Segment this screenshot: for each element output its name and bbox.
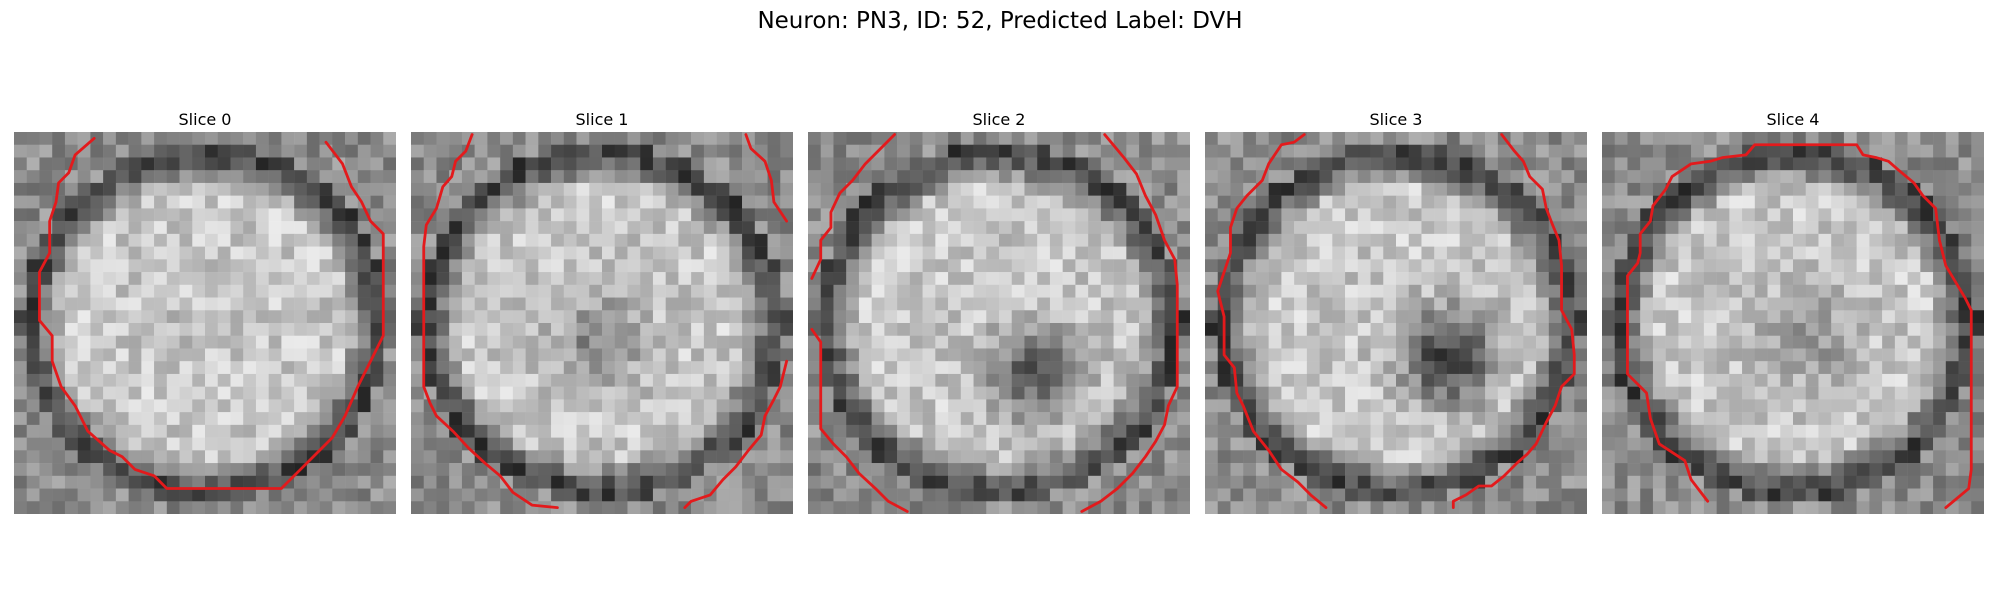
panel-slice-2: Slice 2 xyxy=(808,108,1190,514)
slice-image xyxy=(411,132,793,514)
panel-title: Slice 1 xyxy=(575,110,629,129)
panel-slice-4: Slice 4 xyxy=(1602,108,1984,514)
contour-line xyxy=(38,136,385,490)
panel-slice-1: Slice 1 xyxy=(411,108,793,514)
panel-title: Slice 4 xyxy=(1766,110,1820,129)
figure-title: Neuron: PN3, ID: 52, Predicted Label: DV… xyxy=(757,8,1243,34)
panel-slice-3: Slice 3 xyxy=(1205,108,1587,514)
contour-line xyxy=(810,327,909,513)
panel-slice-0: Slice 0 xyxy=(14,108,396,514)
contour-line xyxy=(422,133,559,510)
contour-line xyxy=(1451,133,1576,510)
contour-line xyxy=(1216,133,1328,510)
slice-image xyxy=(14,132,396,514)
contour-line xyxy=(1080,133,1179,513)
contour-line xyxy=(810,133,896,280)
panel-title: Slice 2 xyxy=(972,110,1026,129)
slice-image xyxy=(1205,132,1587,514)
contour-line xyxy=(744,133,789,223)
slice-image xyxy=(1602,132,1984,514)
panel-title: Slice 0 xyxy=(178,110,232,129)
contour-line xyxy=(1626,143,1973,510)
panel-title: Slice 3 xyxy=(1369,110,1423,129)
contour-line xyxy=(683,359,789,510)
slice-image xyxy=(808,132,1190,514)
